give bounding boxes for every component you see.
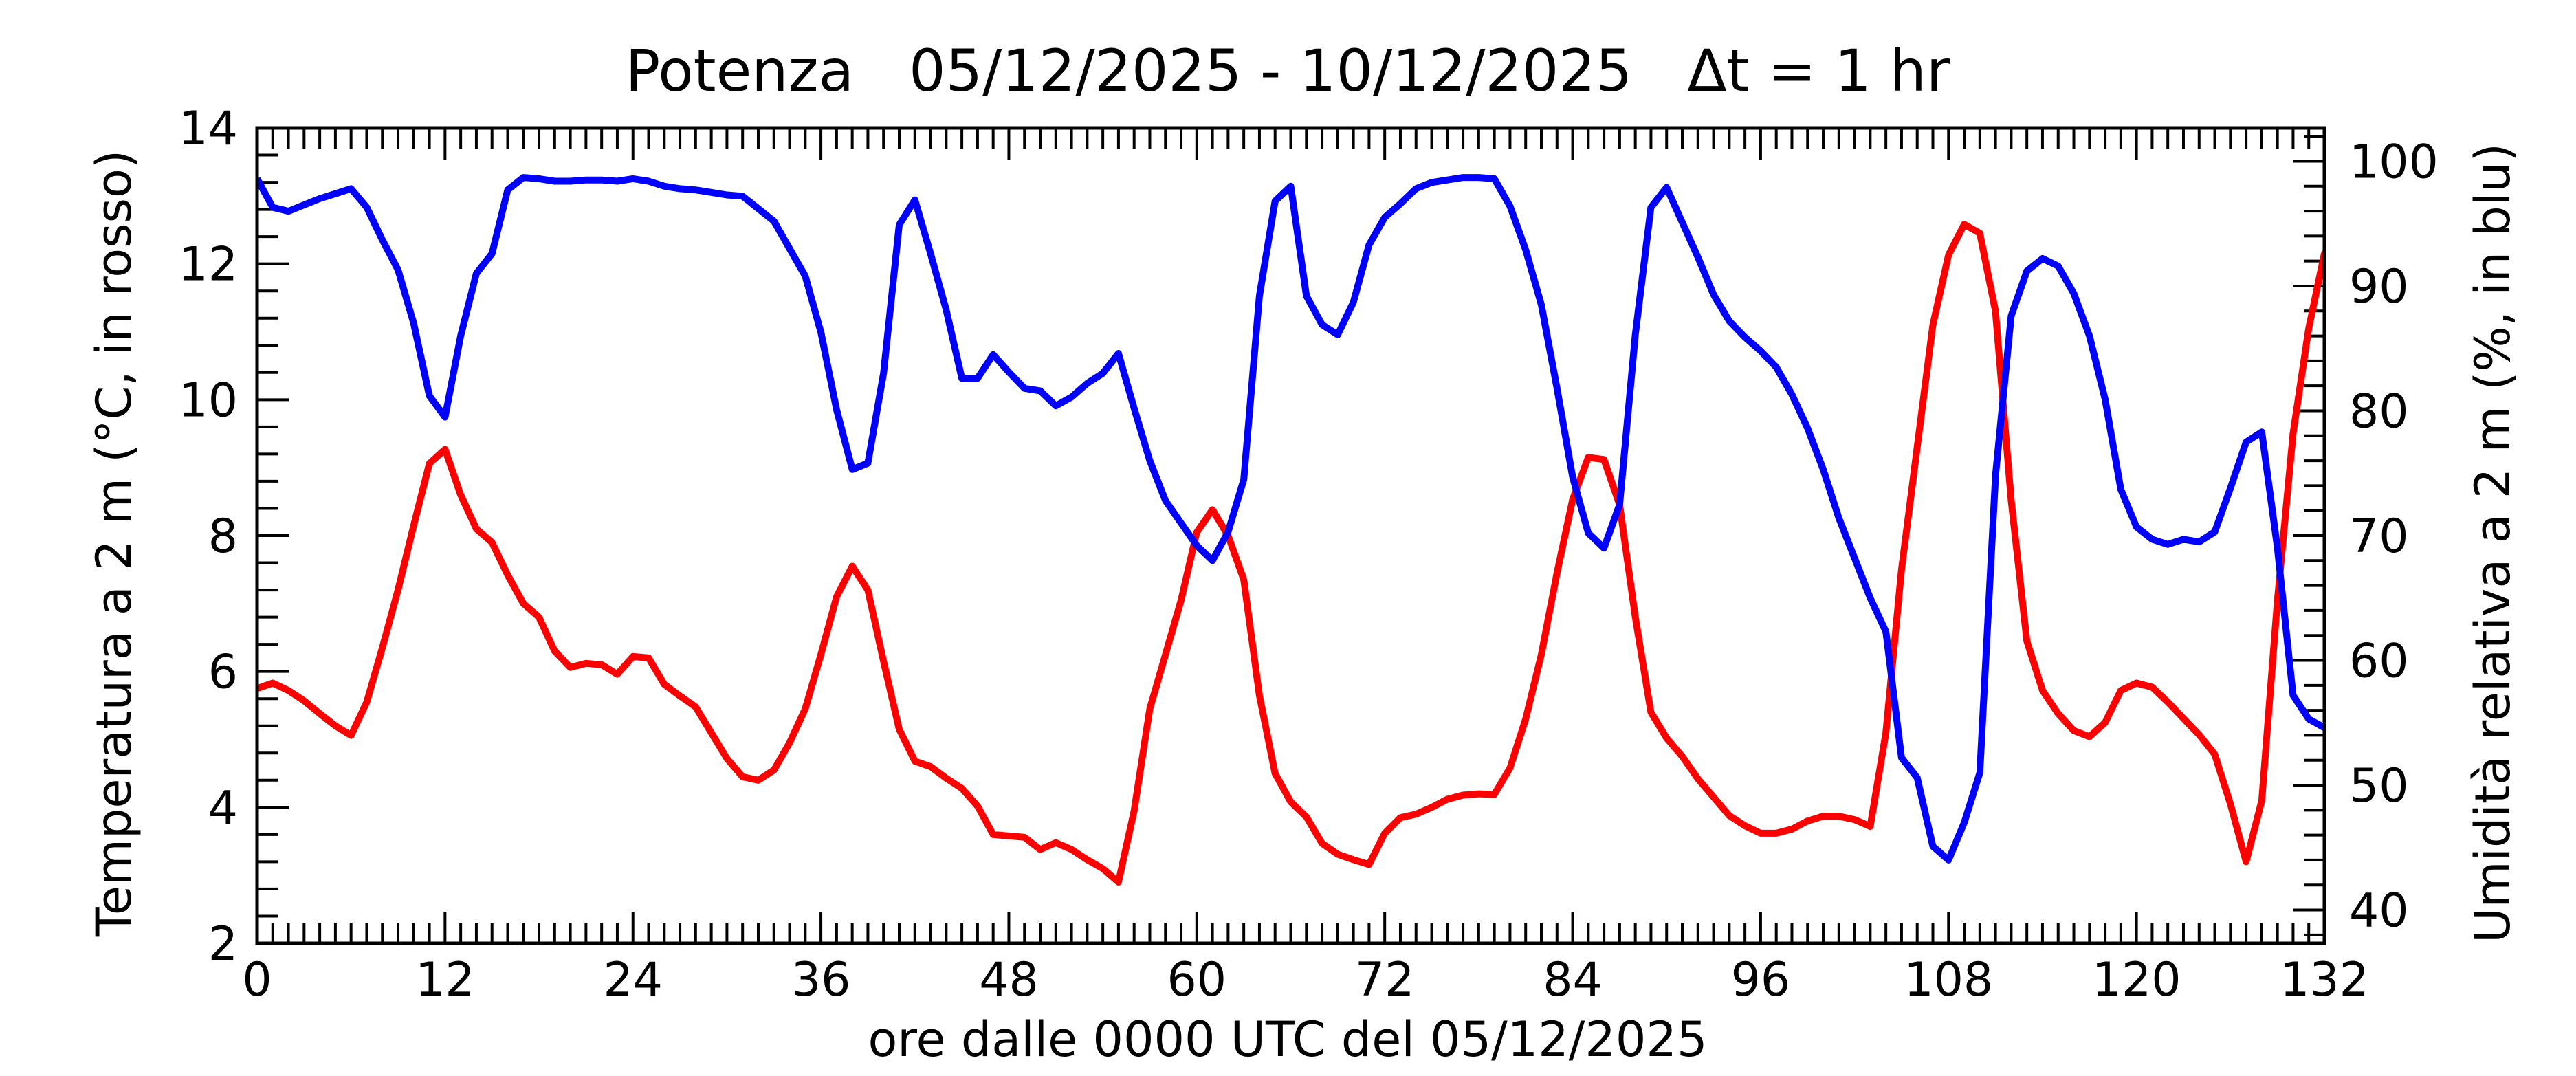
x-axis-title: ore dalle 0000 UTC del 05/12/2025 (868, 1011, 1707, 1068)
y-right-tick-label: 90 (2349, 260, 2409, 314)
y-left-tick-label: 2 (208, 917, 238, 971)
y-left-tick-label: 12 (178, 238, 238, 292)
chart-title: Potenza 05/12/2025 - 10/12/2025 Δt = 1 h… (626, 37, 1950, 105)
x-tick-label: 0 (242, 953, 272, 1007)
y-left-tick-label: 4 (208, 781, 238, 835)
y-right-tick-label: 40 (2349, 884, 2409, 938)
x-tick-label: 84 (1543, 953, 1603, 1007)
y-left-tick-label: 8 (208, 509, 238, 564)
y-right-tick-label: 60 (2349, 635, 2409, 689)
y-left-tick-label: 10 (178, 373, 238, 428)
x-tick-label: 120 (2092, 953, 2181, 1007)
y-right-tick-label: 50 (2349, 759, 2409, 813)
x-tick-label: 36 (791, 953, 851, 1007)
x-tick-label: 72 (1355, 953, 1415, 1007)
x-tick-label: 132 (2280, 953, 2369, 1007)
x-tick-label: 24 (603, 953, 663, 1007)
humidity-series-line (257, 174, 2324, 864)
y-left-tick-label: 6 (208, 646, 238, 700)
y-right-tick-label: 100 (2349, 135, 2439, 189)
y-axis-left-title: Temperatura a 2 m (°C, in rosso) (86, 150, 142, 937)
y-axis-right-title: Umidità relativa a 2 m (%, in blu) (2465, 143, 2521, 943)
x-tick-label: 96 (1731, 953, 1791, 1007)
y-right-tick-label: 70 (2349, 509, 2409, 564)
x-tick-label: 108 (1904, 953, 1993, 1007)
x-tick-label: 12 (415, 953, 475, 1007)
x-tick-label: 48 (979, 953, 1039, 1007)
data-series (257, 174, 2324, 886)
plot-frame (255, 126, 2326, 945)
temperature-series-line (257, 221, 2324, 886)
y-right-tick-label: 80 (2349, 384, 2409, 439)
tick-labels: 0 12 24 36 48 60 72 84 96 108 120 13224681012144050… (178, 102, 2438, 1007)
x-tick-label: 60 (1167, 953, 1227, 1007)
y-left-tick-label: 14 (178, 102, 238, 156)
axis-ticks (256, 127, 2326, 945)
